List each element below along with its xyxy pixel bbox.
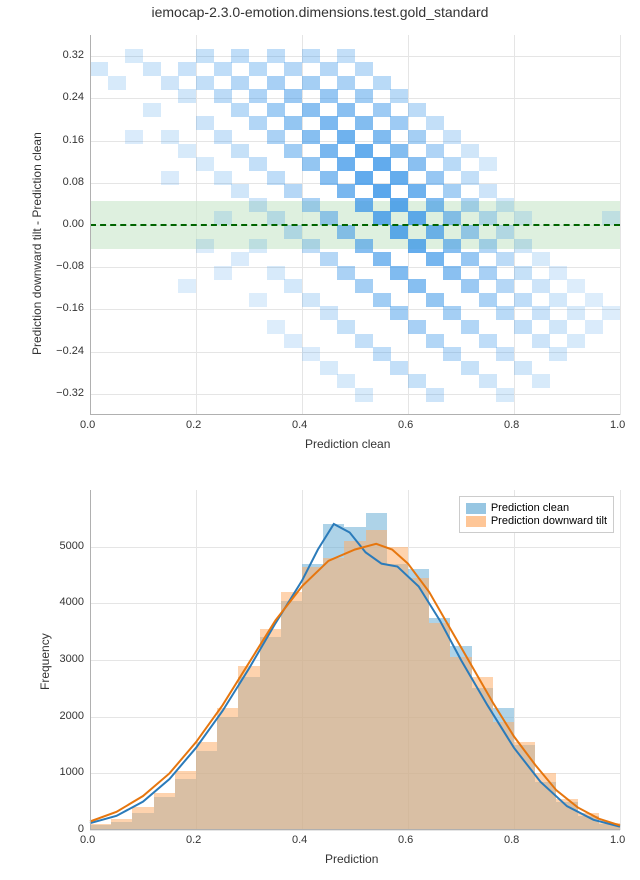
legend: Prediction cleanPrediction downward tilt: [459, 496, 614, 533]
top-y-axis-label: Prediction downward tilt - Prediction cl…: [30, 132, 44, 355]
bottom-histogram-panel: [90, 490, 620, 830]
legend-label: Prediction downward tilt: [491, 515, 607, 527]
figure-title: iemocap-2.3.0-emotion.dimensions.test.go…: [0, 4, 640, 20]
bottom-x-axis-label: Prediction: [325, 852, 378, 866]
zero-reference-line: [90, 224, 620, 226]
kde-line: [90, 544, 620, 826]
kde-line: [90, 524, 620, 827]
bottom-y-axis-label: Frequency: [38, 633, 52, 690]
figure: iemocap-2.3.0-emotion.dimensions.test.go…: [0, 0, 640, 880]
top-scatter-panel: [90, 35, 620, 415]
legend-item: Prediction clean: [466, 502, 607, 514]
top-x-axis-label: Prediction clean: [305, 437, 390, 451]
legend-label: Prediction clean: [491, 502, 569, 514]
legend-item: Prediction downward tilt: [466, 515, 607, 527]
